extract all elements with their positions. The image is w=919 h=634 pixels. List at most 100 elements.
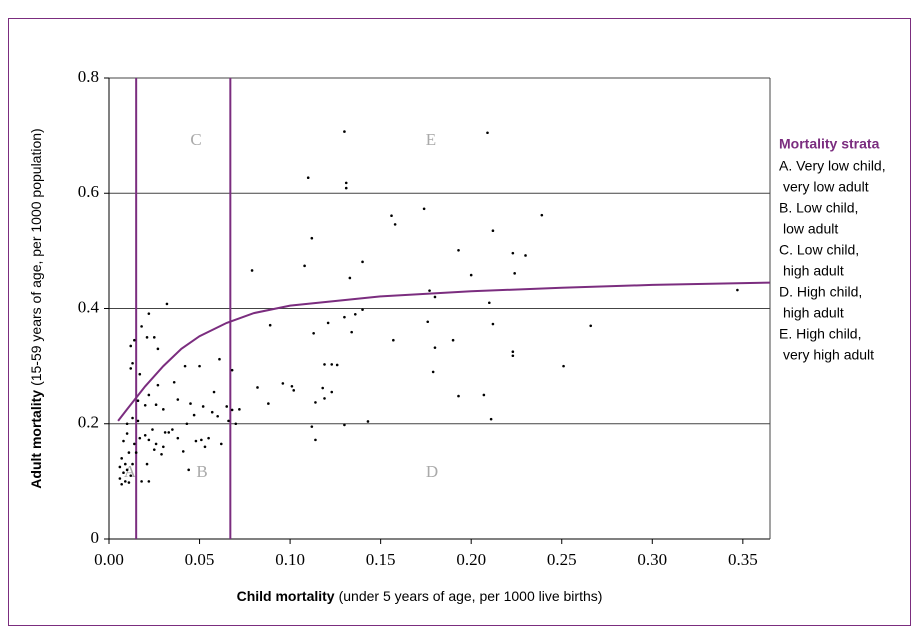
point	[201, 405, 205, 408]
point	[489, 417, 493, 421]
point	[361, 260, 364, 264]
point	[218, 357, 221, 361]
point	[136, 399, 140, 403]
y-tick-label: 0.8	[78, 67, 99, 86]
point	[219, 442, 223, 446]
y-axis-label-rest: (15-59 years of age, per 1000 population…	[28, 128, 44, 386]
point	[172, 380, 176, 384]
point	[267, 402, 270, 405]
point	[165, 302, 169, 306]
point	[212, 390, 216, 394]
point	[131, 462, 134, 466]
y-tick-label: 0.6	[78, 182, 99, 201]
legend-item: low adult	[783, 221, 838, 237]
point	[122, 471, 125, 475]
point	[181, 450, 185, 453]
point	[162, 445, 165, 449]
point	[488, 301, 491, 305]
legend-item: D. High child,	[779, 284, 862, 300]
legend-item: B. Low child,	[779, 200, 858, 216]
point	[118, 477, 122, 480]
point	[343, 130, 346, 133]
point	[366, 420, 370, 423]
point	[163, 431, 167, 434]
x-tick-label: 0.20	[456, 550, 486, 569]
point	[207, 436, 210, 440]
point	[736, 288, 739, 292]
point	[422, 207, 426, 211]
point	[540, 213, 544, 217]
point	[314, 438, 317, 442]
point	[230, 408, 234, 412]
point	[511, 354, 515, 358]
point	[457, 394, 460, 398]
point	[290, 384, 294, 388]
point	[143, 433, 147, 437]
point	[323, 397, 326, 400]
point	[147, 312, 151, 315]
x-axis-label: Child mortality (under 5 years of age, pe…	[237, 588, 603, 604]
point	[120, 482, 123, 486]
point	[192, 413, 196, 417]
point	[281, 382, 285, 385]
x-tick-label: 0.00	[94, 550, 124, 569]
point	[323, 363, 326, 366]
point	[147, 438, 151, 442]
point	[210, 410, 214, 414]
region-label: E	[426, 130, 436, 149]
point	[350, 330, 353, 334]
point	[203, 445, 207, 449]
point	[306, 176, 310, 179]
point	[491, 322, 495, 326]
point	[160, 452, 163, 456]
point	[343, 423, 346, 427]
y-tick-label: 0.2	[78, 413, 99, 432]
point	[140, 480, 143, 483]
point	[129, 474, 133, 477]
point	[151, 428, 154, 431]
point	[343, 315, 346, 319]
y-tick-label: 0	[91, 528, 100, 547]
legend-item: E. High child,	[779, 326, 861, 342]
point	[133, 442, 136, 446]
point	[451, 338, 455, 342]
region-label: B	[196, 462, 207, 481]
point	[129, 367, 133, 370]
point	[393, 223, 397, 226]
point	[123, 480, 127, 483]
point	[482, 393, 486, 397]
point	[348, 276, 352, 280]
point	[154, 442, 158, 446]
point	[200, 438, 203, 442]
point	[511, 251, 515, 255]
point	[431, 370, 435, 374]
point	[125, 468, 129, 472]
point	[145, 462, 149, 466]
point	[292, 389, 296, 392]
point	[171, 428, 174, 431]
point	[511, 350, 515, 354]
point	[310, 236, 314, 240]
region-label: D	[426, 462, 438, 481]
point	[303, 264, 306, 268]
point	[131, 416, 134, 420]
point	[152, 336, 156, 339]
point	[129, 344, 133, 348]
x-tick-label: 0.35	[728, 550, 758, 569]
point	[344, 186, 348, 190]
point	[433, 346, 437, 349]
legend-item: high adult	[783, 305, 844, 321]
point	[250, 269, 254, 272]
point	[491, 229, 495, 233]
point	[469, 273, 473, 277]
point	[136, 419, 140, 423]
point	[335, 363, 339, 367]
point	[198, 364, 201, 368]
fit-curve	[117, 281, 771, 422]
point	[133, 338, 136, 342]
legend-item: very high adult	[783, 347, 874, 363]
legend-item: C. Low child,	[779, 242, 859, 258]
point	[457, 248, 460, 252]
x-tick-label: 0.30	[637, 550, 667, 569]
